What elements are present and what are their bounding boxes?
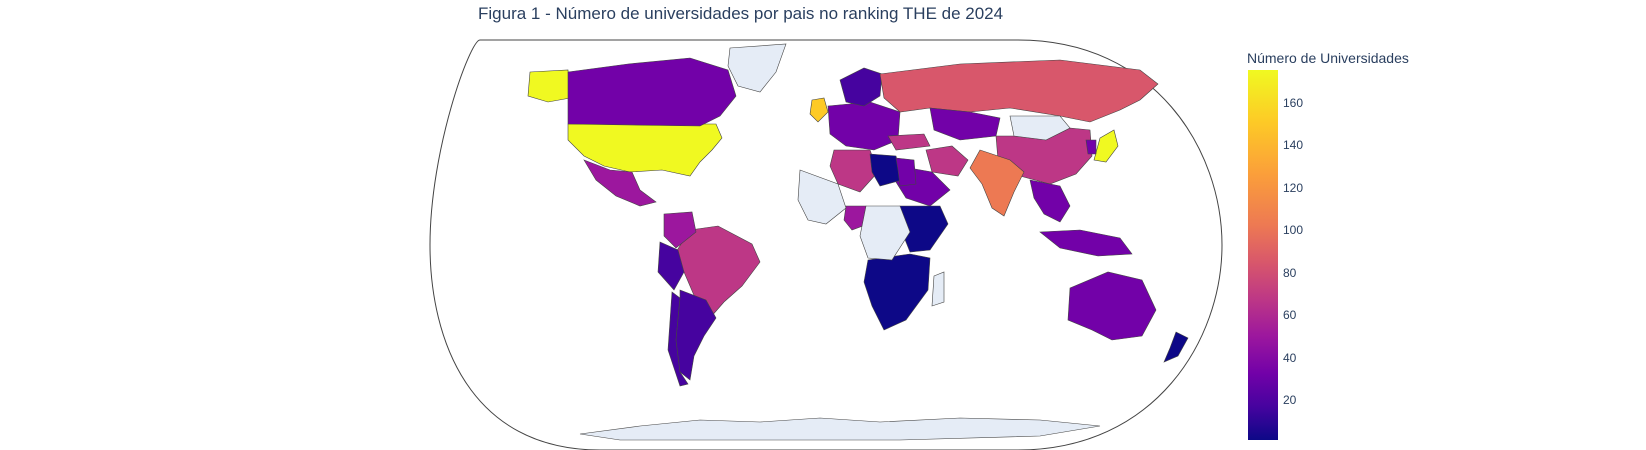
country-western-europe[interactable] <box>827 101 901 151</box>
colorbar-tick: 20 <box>1283 393 1297 407</box>
colorbar-tick: 80 <box>1283 266 1297 280</box>
country-southern-africa[interactable] <box>863 253 931 331</box>
country-united-states[interactable] <box>567 123 723 177</box>
country-russia[interactable] <box>879 59 1159 123</box>
country-india[interactable] <box>969 149 1025 217</box>
globe-outline <box>429 39 1223 450</box>
country-canada[interactable] <box>567 57 737 127</box>
country-iran[interactable] <box>925 145 969 177</box>
colorbar-tick: 60 <box>1283 308 1297 322</box>
colorbar-tick: 160 <box>1283 96 1304 110</box>
country-new-zealand[interactable] <box>1163 331 1189 363</box>
colorbar-tick: 40 <box>1283 351 1297 365</box>
country-turkey[interactable] <box>887 133 931 151</box>
chart-title: Figura 1 - Número de universidades por p… <box>478 4 1004 23</box>
country-colombia[interactable] <box>663 211 697 249</box>
colorbar-title: Número de Universidades <box>1247 50 1409 66</box>
country-nigeria[interactable] <box>843 205 869 231</box>
country-libya[interactable] <box>869 153 903 187</box>
country-kazakhstan[interactable] <box>929 107 1001 141</box>
country-mexico[interactable] <box>583 159 657 207</box>
country-scandinavia[interactable] <box>839 67 883 107</box>
country-algeria[interactable] <box>829 149 879 193</box>
country-australia[interactable] <box>1067 271 1157 341</box>
country-madagascar[interactable] <box>931 271 945 307</box>
country-united-kingdom[interactable] <box>809 97 829 123</box>
colorbar <box>1248 70 1278 440</box>
country-antarctica[interactable] <box>579 417 1101 441</box>
country-korea[interactable] <box>1085 139 1097 155</box>
country-central-africa[interactable] <box>859 205 911 261</box>
country-west-africa[interactable] <box>797 169 847 225</box>
colorbar-tick: 140 <box>1283 138 1304 152</box>
country-egypt[interactable] <box>895 157 917 187</box>
country-argentina[interactable] <box>675 289 717 381</box>
country-southeast-asia[interactable] <box>1029 179 1071 223</box>
colorbar-tick: 100 <box>1283 223 1304 237</box>
country-mongolia[interactable] <box>1009 115 1071 141</box>
colorbar-tick: 120 <box>1283 181 1304 195</box>
country-japan[interactable] <box>1093 129 1119 163</box>
country-greenland[interactable] <box>727 43 787 93</box>
country-peru[interactable] <box>657 241 685 291</box>
country-indonesia[interactable] <box>1039 229 1133 257</box>
country-alaska[interactable] <box>527 69 571 103</box>
